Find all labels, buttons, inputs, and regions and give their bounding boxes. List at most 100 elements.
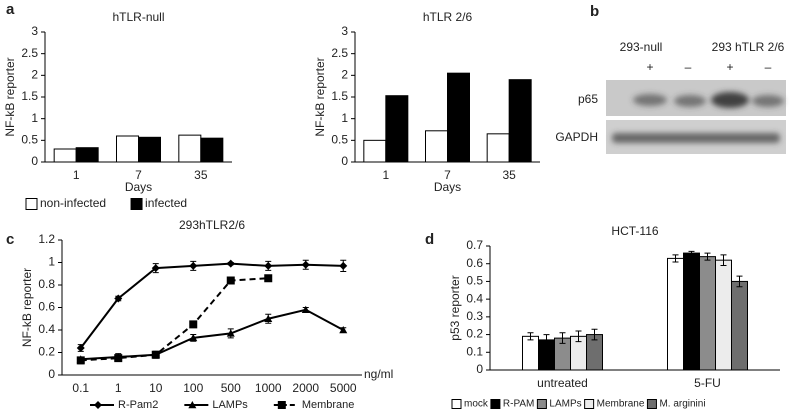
marker (277, 401, 286, 409)
x-tick-label: 5-FU (694, 376, 721, 390)
western-blot: 293-null 293 hTLR 2/6 + – + – p65 GAPDH (555, 40, 786, 154)
line (80, 277, 269, 362)
marker (301, 260, 310, 269)
error-bar (688, 250, 695, 256)
bar (522, 335, 539, 371)
y-tick-label: 0.4 (38, 322, 55, 336)
y-tick-label: 0.1 (466, 344, 483, 358)
x-axis-label: Days (434, 180, 461, 194)
y-tick-label: 2 (31, 68, 38, 82)
legend-swatch (130, 198, 143, 210)
y-tick-label: 0 (31, 154, 38, 168)
legend-swatch (536, 399, 547, 409)
x-tick-label: 0.1 (72, 381, 89, 395)
error-bar (543, 334, 550, 346)
x-axis-label: ng/ml (364, 367, 393, 381)
legend-swatch (25, 198, 38, 210)
marker (226, 259, 235, 268)
marker (301, 305, 310, 313)
marker (339, 261, 348, 270)
y-tick-label: 1.2 (38, 232, 55, 246)
y-tick-label: 0 (476, 362, 483, 376)
y-tick-label: 0.5 (21, 133, 38, 147)
y-tick-label: 0 (341, 154, 348, 168)
marker (76, 356, 85, 365)
y-tick-label: 0.2 (38, 345, 55, 359)
x-tick-label: 5000 (330, 381, 357, 395)
bar (425, 130, 448, 163)
error-bar (591, 328, 598, 341)
error-bar (672, 254, 679, 263)
x-tick-label: 7 (444, 168, 451, 182)
line (80, 308, 344, 361)
blot-row: GAPDH (555, 130, 598, 144)
marker (114, 294, 123, 303)
legend-swatch (451, 399, 462, 409)
x-tick-label: 35 (194, 168, 208, 182)
legend-label: infected (145, 196, 187, 210)
y-tick-label: 3 (31, 24, 38, 38)
legend-swatch (646, 399, 657, 409)
bar (486, 133, 510, 163)
bar (53, 148, 77, 163)
marker (114, 354, 123, 363)
panel-letter: c (6, 231, 14, 248)
y-tick-label: 0.6 (38, 300, 55, 314)
marker (94, 401, 102, 409)
legend-label: LAMPs (212, 399, 248, 411)
y-tick-label: 0.7 (466, 238, 483, 252)
y-axis-label: NF-kB reporter (20, 268, 34, 347)
marker (226, 276, 235, 285)
error-bar (704, 252, 711, 261)
y-axis-label: NF-kB reporter (313, 57, 327, 136)
x-tick-label: 100 (183, 381, 203, 395)
bar (385, 95, 409, 163)
line (79, 262, 344, 349)
x-tick-label: 500 (221, 381, 241, 395)
y-tick-label: 0 (48, 367, 55, 381)
x-tick-label: 2000 (292, 381, 319, 395)
bar (447, 72, 470, 163)
error-bar (559, 332, 566, 344)
bar (75, 147, 99, 163)
y-tick-label: 3 (341, 24, 348, 38)
error-bar (527, 332, 534, 341)
blot-group: 293 hTLR 2/6 (712, 40, 785, 54)
legend-label: R-Pam2 (118, 399, 158, 411)
y-tick-label: 1 (48, 255, 55, 269)
blot-bands (612, 92, 784, 143)
chart-title: 293hTLR2/6 (179, 218, 245, 232)
bar (699, 256, 716, 371)
blot-lane: + (646, 60, 653, 74)
y-tick-label: 0.8 (38, 277, 55, 291)
y-axis-label: NF-kB reporter (3, 57, 17, 136)
legend-label: R-PAM (503, 399, 534, 410)
blot-lane: – (765, 60, 772, 74)
chart-title: hTLR 2/6 (423, 10, 473, 24)
marker (189, 333, 198, 342)
legend-label: M. arginini (659, 399, 705, 410)
y-axis-label: p53 reporter (448, 275, 462, 340)
bar (667, 257, 684, 371)
y-tick-label: 2.5 (331, 46, 348, 60)
y-tick-label: 2 (341, 68, 348, 82)
y-tick-label: 1.5 (21, 89, 38, 103)
marker (151, 264, 160, 273)
bar (138, 136, 161, 163)
y-tick-label: 0.6 (466, 256, 483, 270)
x-tick-label: 35 (502, 168, 516, 182)
x-tick-label: 1 (382, 168, 389, 182)
y-tick-label: 1.5 (331, 89, 348, 103)
legend-swatch (584, 399, 595, 409)
y-tick-label: 1 (341, 111, 348, 125)
x-tick-label: 1 (73, 168, 80, 182)
marker (264, 314, 273, 322)
panel-letter: a (6, 1, 15, 18)
x-tick-label: 10 (149, 381, 163, 395)
legend-label: non-infected (40, 196, 106, 210)
marker (189, 320, 198, 329)
bar (683, 252, 700, 371)
bar (715, 259, 732, 371)
marker (189, 261, 198, 270)
chart-title: hTLR-null (112, 10, 164, 24)
